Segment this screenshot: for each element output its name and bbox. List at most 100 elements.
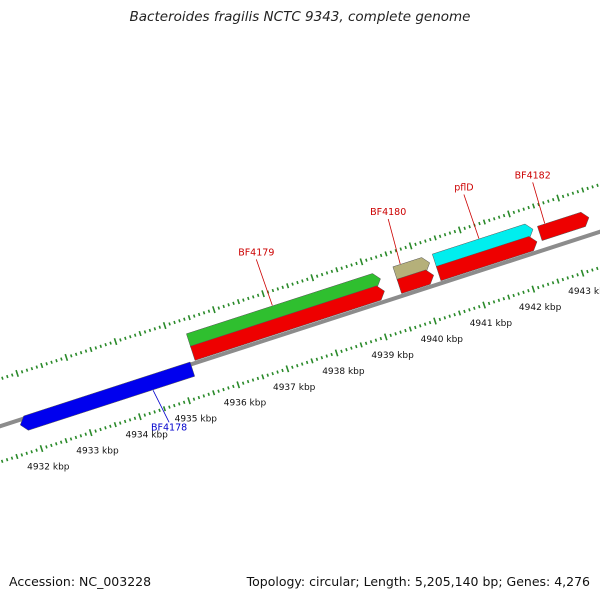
inner-ruler-tick — [433, 317, 437, 325]
accession-text: Accession: NC_003228 — [9, 574, 152, 589]
outer-ruler-tick — [74, 352, 78, 356]
outer-ruler-tick — [433, 235, 437, 241]
inner-ruler-tick — [232, 384, 235, 389]
ruler-label: 4939 kbp — [371, 351, 414, 361]
outer-ruler-tick — [242, 298, 245, 302]
inner-ruler-tick — [104, 426, 107, 430]
inner-ruler-tick — [281, 368, 284, 373]
outer-ruler-tick — [532, 203, 536, 209]
inner-ruler-tick — [109, 424, 112, 428]
inner-ruler-tick — [345, 348, 348, 352]
bf4179-label: BF4179 — [238, 247, 274, 258]
inner-ruler-tick — [580, 269, 585, 277]
inner-ruler-tick — [168, 405, 171, 409]
inner-ruler-tick — [266, 373, 269, 377]
outer-ruler-tick — [408, 242, 413, 250]
inner-ruler-tick — [468, 308, 471, 312]
outer-ruler-tick — [207, 309, 211, 313]
outer-ruler-tick — [30, 366, 34, 371]
outer-ruler-tick — [109, 341, 112, 345]
inner-ruler-tick — [45, 445, 48, 449]
inner-ruler-tick — [438, 317, 442, 322]
inner-ruler-tick — [512, 293, 515, 298]
inner-ruler-tick — [330, 352, 333, 357]
outer-ruler-tick — [365, 258, 368, 262]
outer-ruler-tick — [335, 267, 339, 273]
inner-ruler-tick — [541, 284, 545, 288]
outer-ruler-tick — [119, 338, 122, 342]
bf4178-label: BF4178 — [151, 422, 187, 433]
outer-ruler-tick — [301, 279, 304, 283]
outer-ruler-tick — [15, 369, 19, 377]
outer-ruler-tick — [482, 219, 486, 225]
outer-ruler-tick — [247, 296, 250, 301]
inner-ruler-tick — [153, 410, 156, 414]
outer-ruler-tick — [256, 293, 260, 297]
inner-ruler-tick — [487, 301, 491, 306]
outer-ruler-tick — [561, 194, 565, 199]
outer-ruler-tick — [227, 303, 230, 307]
inner-ruler-tick — [84, 432, 88, 436]
outer-ruler-tick — [394, 248, 398, 253]
outer-ruler-tick — [438, 234, 442, 238]
outer-ruler-tick — [113, 337, 118, 346]
inner-ruler-tick — [556, 278, 560, 284]
outer-ruler-tick — [143, 330, 147, 334]
bf4182-feature — [537, 211, 590, 241]
ruler-label: 4932 kbp — [27, 463, 70, 473]
map-title: Bacteroides fragilis NCTC 9343, complete… — [129, 9, 471, 25]
outer-ruler-tick — [197, 312, 201, 317]
outer-ruler-tick — [345, 264, 348, 269]
outer-ruler-tick — [45, 362, 48, 366]
outer-ruler-tick — [55, 358, 58, 363]
inner-ruler-tick — [271, 371, 274, 376]
outer-ruler-tick — [448, 231, 452, 235]
outer-ruler-tick — [104, 343, 107, 347]
ruler-label: 4934 kbp — [125, 431, 168, 441]
outer-ruler-tick — [552, 197, 555, 202]
inner-ruler-tick — [5, 458, 9, 462]
outer-ruler-tick — [389, 250, 393, 254]
inner-ruler-tick — [143, 413, 147, 417]
inner-ruler-tick — [123, 419, 127, 424]
outer-ruler-tick — [355, 261, 358, 266]
inner-ruler-tick — [217, 389, 220, 393]
outer-ruler-tick — [236, 299, 241, 305]
outer-ruler-tick — [202, 311, 206, 315]
ruler-label: 4942 kbp — [519, 303, 562, 313]
outer-ruler-tick — [129, 335, 132, 339]
pfld-leader-line — [463, 194, 480, 239]
inner-ruler-tick — [162, 406, 167, 412]
tick-label-layer: 4932 kbp 4933 kbp 4934 kbp 4935 kbp 4936 kbp… — [27, 287, 600, 472]
inner-ruler-tick — [35, 448, 38, 452]
outer-ruler-tick — [596, 183, 599, 187]
outer-ruler-tick — [84, 349, 88, 353]
inner-ruler-tick — [10, 456, 14, 460]
outer-ruler-tick — [281, 285, 284, 289]
inner-ruler-tick — [448, 314, 451, 318]
inner-ruler-tick — [379, 336, 383, 341]
outer-ruler-tick — [488, 218, 491, 223]
outer-tick-ruler — [1, 183, 599, 380]
backbone-layer — [0, 229, 600, 429]
inner-tick-ruler — [0, 266, 599, 464]
outer-ruler-tick — [217, 306, 221, 310]
outer-ruler-tick — [60, 357, 63, 361]
outer-ruler-tick — [271, 288, 275, 293]
inner-ruler-tick — [531, 285, 536, 293]
inner-ruler-tick — [173, 403, 176, 408]
genome-backbone — [0, 229, 600, 429]
inner-ruler-tick — [408, 326, 412, 332]
inner-ruler-tick — [315, 357, 319, 361]
outer-ruler-tick — [457, 226, 462, 234]
outer-ruler-tick — [399, 247, 402, 251]
inner-ruler-tick — [192, 397, 196, 401]
inner-ruler-tick — [325, 354, 328, 358]
outer-ruler-tick — [192, 314, 196, 318]
bf4180-feature — [392, 257, 431, 282]
pfld-label: pflD — [454, 183, 473, 194]
inner-ruler-tick — [94, 429, 97, 433]
outer-ruler-tick — [429, 237, 432, 242]
outer-ruler-tick — [232, 301, 235, 305]
inner-ruler-tick — [64, 437, 68, 444]
